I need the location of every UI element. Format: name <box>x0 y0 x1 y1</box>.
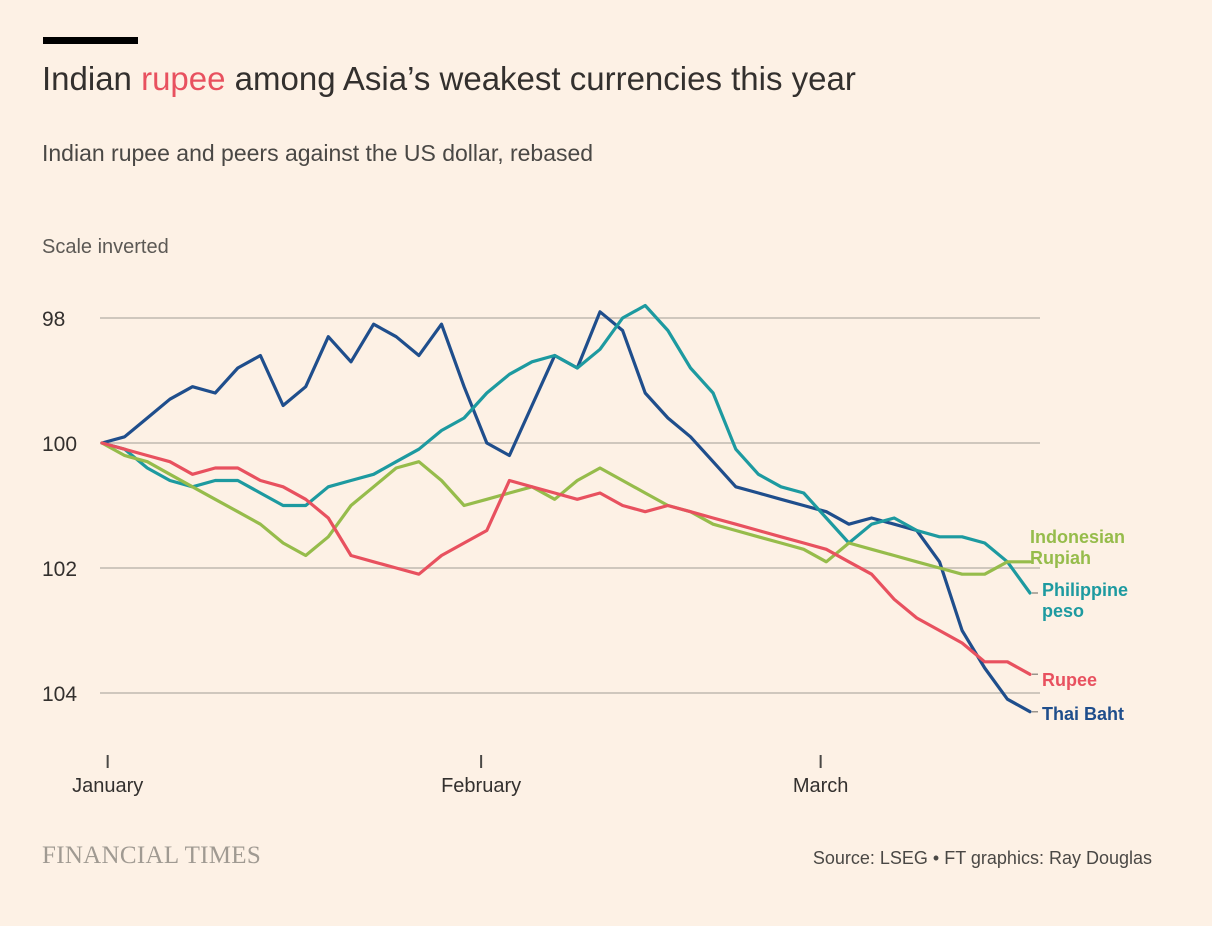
series-label-philippine-peso: Philippine peso <box>1042 580 1128 621</box>
series-label-thai-baht: Thai Baht <box>1042 704 1124 724</box>
series-label-rupee: Rupee <box>1042 670 1097 690</box>
source-credit: Source: LSEG • FT graphics: Ray Douglas <box>812 848 1152 868</box>
series-label-line: Philippine <box>1042 580 1128 600</box>
series-label-line: peso <box>1042 601 1084 621</box>
series-label-line: Rupiah <box>1030 548 1091 568</box>
y-tick-label-102: 102 <box>42 558 77 581</box>
series-label-line: Rupee <box>1042 670 1097 690</box>
scale-inverted-note: Scale inverted <box>42 236 169 258</box>
series-label-line: Thai Baht <box>1042 704 1124 724</box>
financial-times-logo: FINANCIAL TIMES <box>42 842 262 869</box>
ft-top-bar <box>43 37 138 44</box>
title-suffix: among Asia’s weakest currencies this yea… <box>225 60 856 97</box>
chart-subtitle: Indian rupee and peers against the US do… <box>42 140 594 166</box>
x-tick-label-february: February <box>441 775 521 797</box>
series-label-indonesian-rupiah: Indonesian Rupiah <box>1030 527 1125 568</box>
x-tick-label-january: January <box>72 775 143 797</box>
series-line-rupee <box>100 441 1032 676</box>
series-label-line: Indonesian <box>1030 527 1125 547</box>
x-tick-label-march: March <box>793 775 849 797</box>
series-line-indonesian-rupiah <box>100 441 1032 576</box>
y-tick-label-98: 98 <box>42 308 65 331</box>
y-tick-label-104: 104 <box>42 683 77 706</box>
title-highlight-rupee: rupee <box>141 60 226 97</box>
y-tick-label-100: 100 <box>42 433 77 456</box>
chart-title: Indian rupee among Asia’s weakest curren… <box>42 60 856 98</box>
series-line-thai-baht <box>100 310 1032 714</box>
title-prefix: Indian <box>42 60 142 97</box>
series-line-philippine-peso <box>100 303 1032 595</box>
